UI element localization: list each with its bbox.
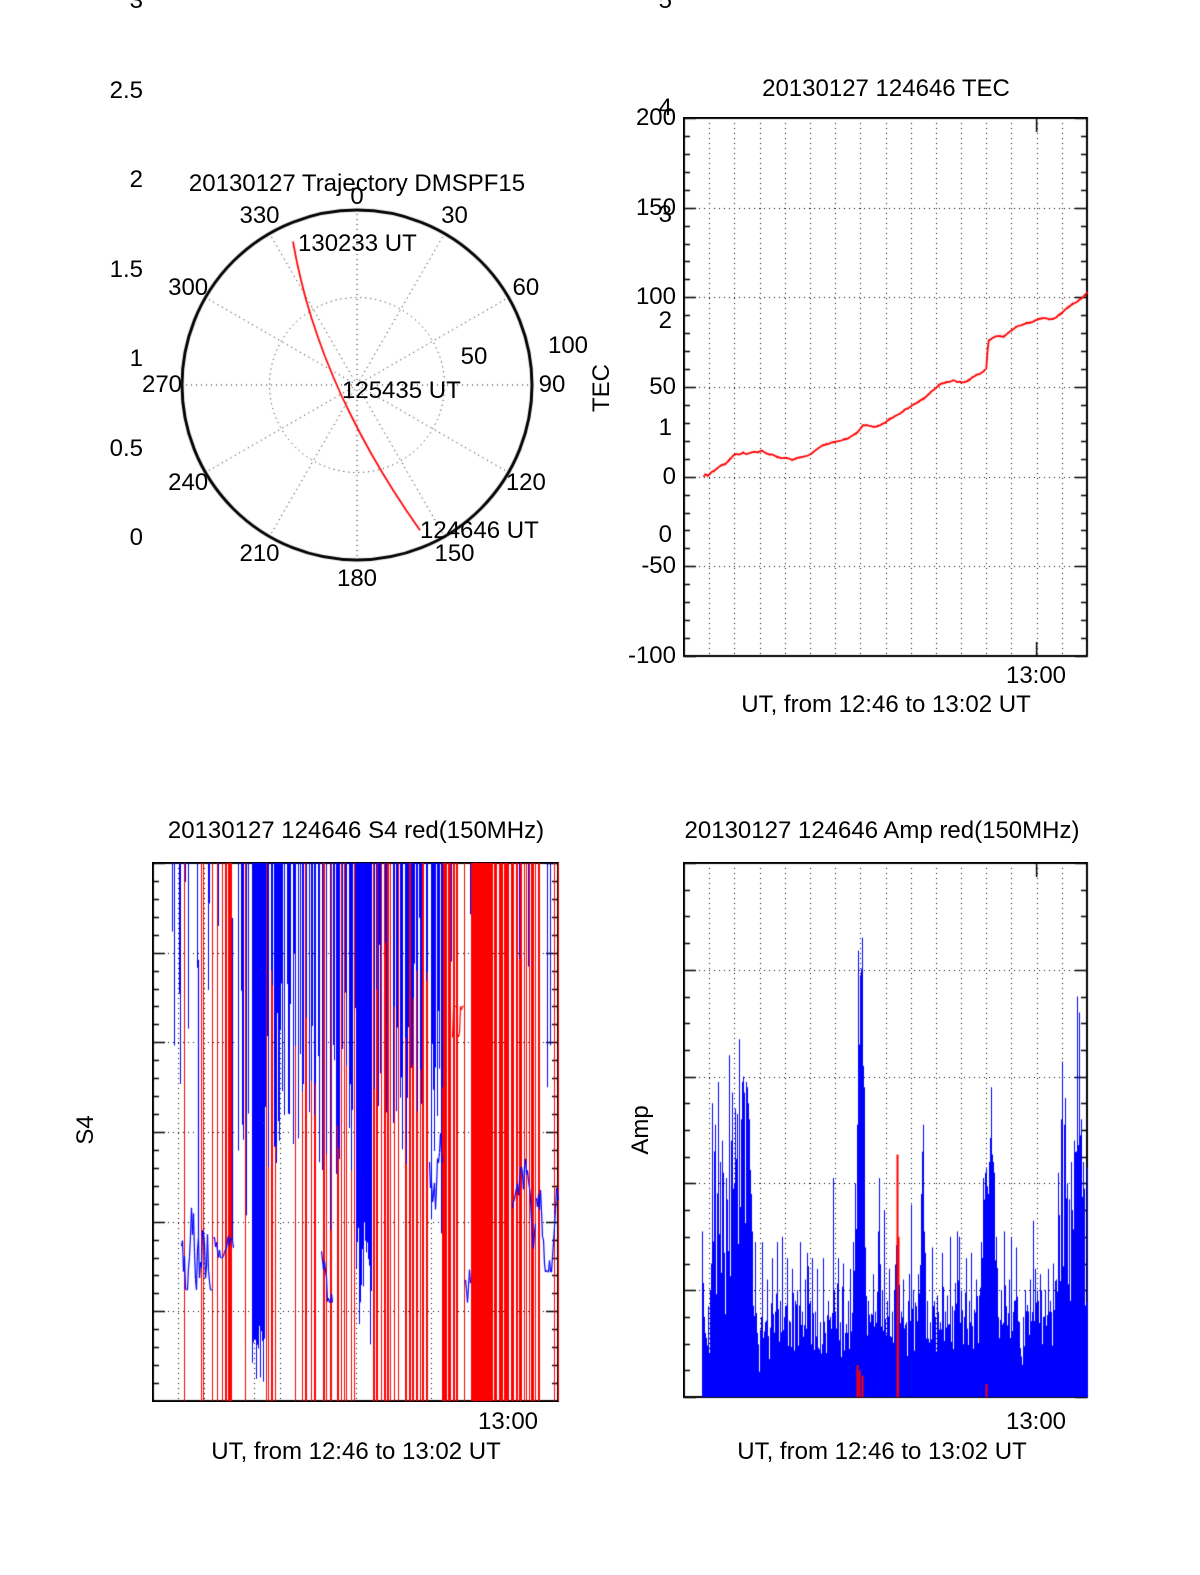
- trajectory-polar-plot: [140, 160, 590, 610]
- trajectory-angle-tick-330: 330: [239, 202, 280, 230]
- s4-xtick-1300: 13:00: [477, 1408, 539, 1435]
- trajectory-angle-tick-150: 150: [434, 539, 475, 567]
- trajectory-radial-tick-50: 50: [460, 343, 488, 370]
- s4-y-axis-label: S4: [72, 1115, 99, 1145]
- tec-y-axis-label: TEC: [588, 364, 615, 412]
- trajectory-angle-tick-180: 180: [336, 565, 378, 592]
- amp-y-axis-label: Amp: [627, 1105, 654, 1155]
- tec-ytick-0: 0: [662, 462, 676, 490]
- trajectory-angle-tick-60: 60: [512, 273, 540, 301]
- tec-line-plot: [683, 117, 1089, 658]
- amp-spike-plot: [683, 862, 1089, 1399]
- tec-ytick-50: 50: [649, 373, 676, 400]
- amp-ytick-0: 0: [658, 521, 672, 548]
- amp-ytick-3: 3: [658, 200, 672, 228]
- s4-ytick-2.5: 2.5: [109, 76, 143, 104]
- amp-ytick-4: 4: [658, 93, 672, 121]
- s4-ytick-1.5: 1.5: [109, 255, 143, 283]
- trajectory-annotation-start-time: 124646 UT: [420, 517, 539, 544]
- s4-ytick-3: 3: [129, 0, 143, 14]
- trajectory-angle-tick-240: 240: [168, 468, 209, 496]
- amp-ytick-5: 5: [658, 0, 672, 14]
- trajectory-angle-tick-210: 210: [239, 539, 280, 567]
- trajectory-angle-tick-300: 300: [168, 273, 209, 301]
- tec-ytick-150: 150: [635, 193, 676, 221]
- amp-ytick-1: 1: [658, 414, 672, 442]
- s4-x-axis-label: UT, from 12:46 to 13:02 UT: [211, 1438, 501, 1465]
- tec-ytick-100: 100: [635, 283, 676, 311]
- tec-plot-title: 20130127 124646 TEC: [762, 75, 1010, 102]
- s4-ytick-0.5: 0.5: [109, 434, 143, 462]
- tec-x-axis-label: UT, from 12:46 to 13:02 UT: [741, 691, 1031, 718]
- s4-ytick-1: 1: [129, 345, 143, 372]
- trajectory-angle-tick-120: 120: [505, 468, 546, 496]
- trajectory-angle-tick-0: 0: [350, 183, 364, 210]
- tec-ytick-200: 200: [635, 104, 676, 131]
- tec-ytick--100: -100: [627, 642, 676, 670]
- trajectory-radial-tick-100: 100: [547, 332, 589, 359]
- trajectory-angle-tick-270: 270: [141, 371, 183, 398]
- s4-scintillation-plot: [152, 862, 560, 1402]
- amp-plot-title: 20130127 124646 Amp red(150MHz): [684, 817, 1080, 844]
- amp-ytick-2: 2: [658, 307, 672, 335]
- tec-xtick-1300: 13:00: [1005, 662, 1067, 689]
- tec-ytick--50: -50: [641, 552, 676, 580]
- s4-ytick-0: 0: [129, 524, 143, 551]
- s4-ytick-2: 2: [129, 166, 143, 193]
- amp-x-axis-label: UT, from 12:46 to 13:02 UT: [737, 1438, 1027, 1465]
- trajectory-angle-tick-90: 90: [538, 371, 566, 398]
- amp-xtick-1300: 13:00: [1005, 1408, 1067, 1435]
- trajectory-annotation-end-time: 130233 UT: [298, 230, 417, 257]
- trajectory-angle-tick-30: 30: [441, 202, 468, 230]
- trajectory-annotation-mid-time: 125435 UT: [342, 377, 461, 404]
- s4-plot-title: 20130127 124646 S4 red(150MHz): [167, 817, 545, 844]
